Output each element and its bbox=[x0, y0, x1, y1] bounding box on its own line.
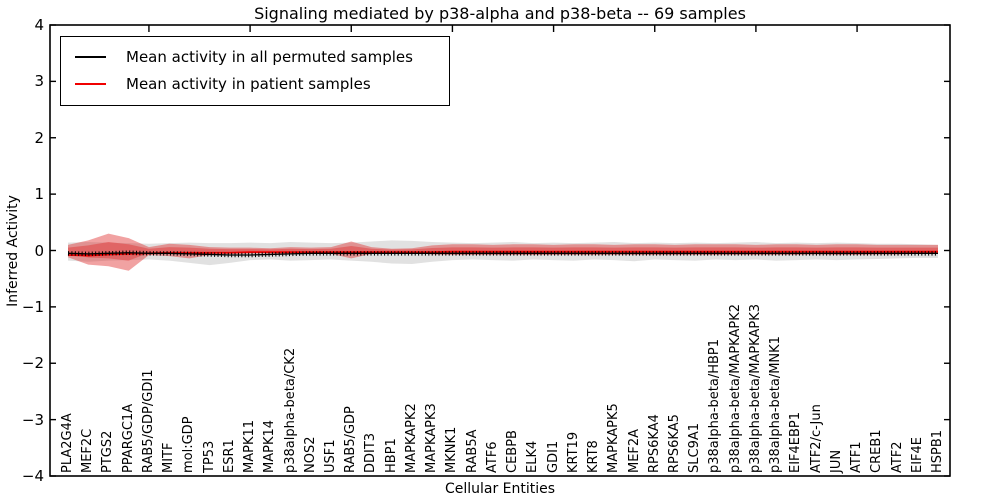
y-tick-label: −1 bbox=[21, 297, 44, 316]
x-tick-label: SLC9A1 bbox=[687, 422, 703, 473]
x-tick-label: ATF6 bbox=[484, 441, 500, 473]
x-tick-label: EIF4E bbox=[909, 436, 925, 473]
y-tick-label: 3 bbox=[34, 72, 44, 91]
x-tick-label: MEF2A bbox=[626, 428, 642, 473]
x-tick-label: MAPK14 bbox=[262, 419, 278, 473]
x-tick-label: mol:GDP bbox=[181, 416, 197, 473]
legend: Mean activity in all permuted samples Me… bbox=[60, 36, 450, 106]
x-tick-label: MAPK11 bbox=[242, 419, 258, 473]
legend-entry-permuted: Mean activity in all permuted samples bbox=[61, 43, 449, 70]
permuted-mean-line bbox=[67, 252, 938, 256]
x-tick-label: p38alpha-beta/MAPKAPK3 bbox=[747, 304, 763, 473]
chart-title: Signaling mediated by p38-alpha and p38-… bbox=[254, 4, 746, 23]
x-tick-label: ATF2 bbox=[889, 441, 905, 473]
x-tick-label: USF1 bbox=[323, 439, 339, 473]
x-tick-label: RPS6KA5 bbox=[666, 414, 682, 473]
x-tick-label: p38alpha-beta/CK2 bbox=[282, 347, 298, 473]
y-tick-label: 0 bbox=[34, 241, 44, 260]
x-tick-label: EIF4EBP1 bbox=[788, 411, 804, 473]
y-tick-label: 4 bbox=[34, 16, 44, 34]
x-tick-label: MITF bbox=[161, 442, 177, 473]
legend-line-black-icon bbox=[75, 55, 106, 58]
y-tick-label: −3 bbox=[21, 410, 44, 429]
x-tick-label: ELK4 bbox=[525, 440, 541, 473]
x-tick-label: PTGS2 bbox=[100, 430, 116, 473]
x-tick-label: p38alpha-beta/HBP1 bbox=[707, 338, 723, 473]
x-tick-label: CREB1 bbox=[869, 429, 885, 473]
x-tick-label: JUN bbox=[828, 449, 844, 473]
x-tick-label: MEF2C bbox=[80, 428, 96, 473]
legend-label-patient: Mean activity in patient samples bbox=[126, 74, 371, 93]
legend-label-permuted: Mean activity in all permuted samples bbox=[126, 47, 413, 66]
x-tick-label: PLA2G4A bbox=[60, 413, 75, 473]
x-tick-label: TP53 bbox=[201, 440, 217, 473]
x-tick-label: KRT8 bbox=[586, 440, 602, 473]
x-tick-label: RAB5/GDP/GDI1 bbox=[140, 369, 156, 473]
x-tick-label: DDIT3 bbox=[363, 432, 379, 473]
y-tick-label: −4 bbox=[21, 467, 44, 485]
x-tick-label: KRT19 bbox=[565, 431, 581, 473]
x-tick-label: RPS6KA4 bbox=[646, 414, 662, 473]
x-tick-label: ATF1 bbox=[849, 441, 865, 473]
x-tick-label: NOS2 bbox=[302, 436, 318, 473]
x-tick-label: CEBPB bbox=[505, 430, 521, 473]
x-tick-label: ESR1 bbox=[221, 439, 237, 473]
y-tick-label: 1 bbox=[34, 185, 44, 204]
x-tick-label: RAB5A bbox=[464, 429, 480, 473]
x-axis-label: Cellular Entities bbox=[444, 481, 556, 497]
x-tick-label: HSPB1 bbox=[930, 429, 945, 473]
x-tick-label: PPARGC1A bbox=[120, 403, 136, 473]
x-tick-label: MAPKAPK2 bbox=[403, 403, 419, 473]
x-tick-label: MAPKAPK5 bbox=[606, 403, 622, 473]
x-tick-label: HBP1 bbox=[383, 438, 399, 473]
x-tick-label: GDI1 bbox=[545, 440, 561, 473]
y-tick-label: −2 bbox=[21, 354, 44, 373]
legend-entry-patient: Mean activity in patient samples bbox=[61, 70, 449, 97]
x-tick-label: RAB5/GDP bbox=[343, 406, 359, 473]
x-tick-label: MAPKAPK3 bbox=[424, 403, 440, 473]
x-tick-label: p38alpha-beta/MNK1 bbox=[768, 336, 784, 473]
y-tick-label: 2 bbox=[34, 128, 44, 147]
x-tick-label: ATF2/c-Jun bbox=[808, 404, 824, 473]
x-tick-label: p38alpha-beta/MAPKAPK2 bbox=[727, 304, 743, 473]
x-tick-label: MKNK1 bbox=[444, 426, 460, 473]
legend-line-red-icon bbox=[75, 82, 106, 85]
